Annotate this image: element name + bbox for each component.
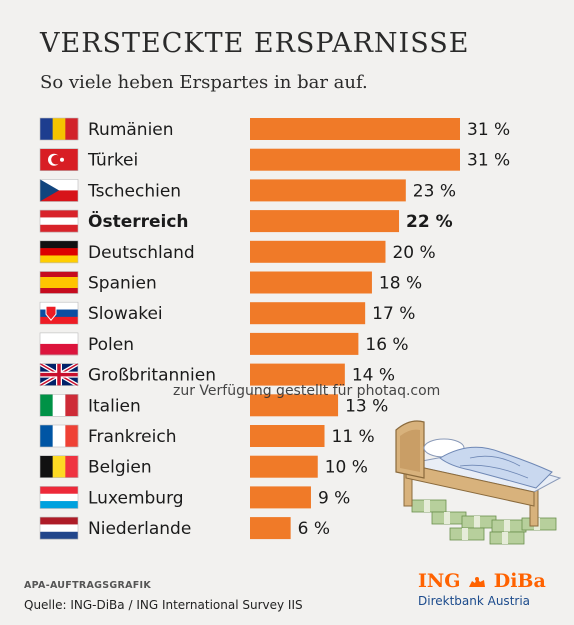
bar — [250, 271, 372, 294]
bar — [250, 394, 339, 417]
category-label: Großbritannien — [88, 366, 216, 386]
germany-flag-icon — [39, 240, 79, 264]
bar — [250, 118, 460, 140]
bar — [250, 332, 359, 355]
value-label: 31 % — [467, 151, 510, 171]
austria-flag-icon — [39, 209, 79, 233]
logo-wordmark: ING DiBa — [418, 570, 558, 592]
value-label: 16 % — [365, 335, 408, 355]
category-label: Rumänien — [88, 120, 174, 140]
spain-flag-icon — [39, 271, 79, 294]
italy-flag-icon — [39, 393, 79, 417]
chart-row: Spanien 18 % — [39, 271, 422, 294]
turkey-flag-icon — [39, 148, 79, 171]
value-label: 20 % — [392, 243, 435, 263]
slovakia-flag-icon — [39, 301, 79, 325]
value-label: 23 % — [413, 181, 456, 201]
bar — [250, 302, 366, 325]
bed-with-money-icon — [395, 420, 562, 545]
chart-row: Slowakei 17 % — [39, 301, 415, 325]
chart-row: Tschechien 23 % — [39, 179, 456, 202]
value-label: 11 % — [332, 427, 375, 447]
category-label: Tschechien — [87, 181, 181, 201]
footer-source: Quelle: ING-DiBa / ING International Sur… — [24, 598, 303, 612]
bar — [250, 363, 345, 386]
france-flag-icon — [39, 424, 79, 448]
chart-row: Türkei 31 % — [39, 148, 510, 171]
footer-tag: APA-AUFTRAGSGRAFIK — [24, 580, 152, 591]
category-label: Polen — [88, 335, 134, 355]
chart-row: Polen 16 % — [39, 332, 409, 356]
ing-diba-logo: ING DiBa Direktbank Austria — [418, 570, 558, 608]
category-label: Luxemburg — [88, 488, 184, 508]
value-label: 18 % — [379, 274, 422, 294]
chart-row: Niederlande 6 % — [39, 516, 330, 540]
chart-row: Italien 13 % — [39, 393, 388, 417]
chart-row: Frankreich 11 % — [39, 424, 375, 448]
category-label: Niederlande — [88, 519, 191, 539]
watermark-text: zur Verfügung gestellt für photaq.com — [173, 383, 441, 399]
category-label: Österreich — [88, 210, 189, 232]
logo-ing-text: ING — [418, 570, 461, 592]
bar — [250, 517, 291, 540]
category-label: Frankreich — [88, 427, 177, 447]
category-label: Slowakei — [88, 304, 163, 324]
value-label: 14 % — [352, 366, 395, 386]
category-label: Italien — [88, 396, 141, 416]
bar — [250, 425, 325, 447]
bar — [250, 179, 406, 202]
value-label: 9 % — [318, 488, 350, 508]
category-label: Türkei — [87, 151, 138, 171]
belgium-flag-icon — [39, 455, 79, 479]
value-label: 31 % — [467, 120, 510, 140]
value-label: 6 % — [298, 519, 330, 539]
category-label: Deutschland — [88, 243, 195, 263]
value-label: 17 % — [372, 304, 415, 324]
chart-title: VERSTECKTE ERSPARNISSE — [40, 28, 470, 59]
logo-diba-text: DiBa — [493, 570, 546, 592]
bar — [250, 486, 311, 509]
category-label: Belgien — [88, 458, 152, 478]
bar — [250, 240, 386, 263]
poland-flag-icon — [39, 332, 79, 356]
czech-flag-icon — [39, 179, 79, 202]
luxembourg-flag-icon — [39, 486, 79, 509]
romania-flag-icon — [39, 117, 79, 141]
value-label: 13 % — [345, 396, 388, 416]
ing-lion-icon — [469, 577, 486, 587]
uk-flag-icon — [38, 361, 80, 388]
chart-row: Belgien 10 % — [39, 455, 368, 479]
category-label: Spanien — [88, 274, 157, 294]
value-label: 22 % — [406, 212, 453, 232]
netherlands-flag-icon — [39, 516, 79, 540]
bar — [250, 148, 460, 171]
chart-row: Großbritannien 14 % — [38, 361, 395, 388]
chart-row: Rumänien 31 % — [39, 117, 510, 141]
chart-row: Luxemburg 9 % — [39, 486, 350, 509]
chart-row: Österreich 22 % — [39, 209, 453, 233]
value-label: 10 % — [325, 458, 368, 478]
logo-tagline: Direktbank Austria — [418, 594, 531, 608]
bar — [250, 455, 318, 478]
chart-subtitle: So viele heben Erspartes in bar auf. — [40, 72, 368, 93]
chart-row: Deutschland 20 % — [39, 240, 436, 264]
bar — [250, 210, 400, 233]
